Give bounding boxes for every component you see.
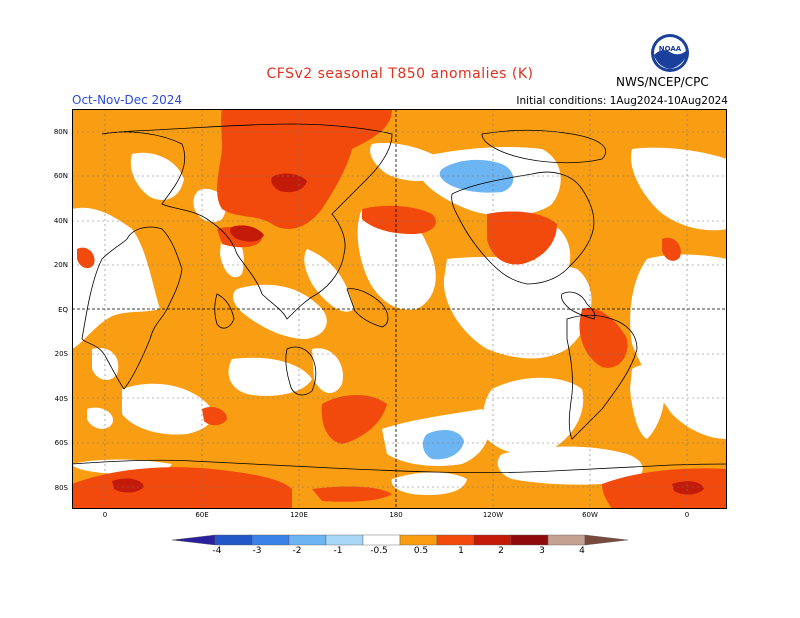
lon-label-180: 180 <box>389 511 403 519</box>
logo-text: NOAA <box>659 45 682 53</box>
colorbar-label: 2 <box>498 546 504 556</box>
agency-label: NWS/NCEP/CPC <box>616 75 709 89</box>
lat-label-80n: 80N <box>53 128 68 136</box>
colorbar-swatch <box>399 534 438 546</box>
coastlines <box>72 123 727 474</box>
season-label: Oct-Nov-Dec 2024 <box>72 93 183 107</box>
colorbar-swatch <box>362 534 401 546</box>
lon-label-0-east: 0 <box>684 511 690 519</box>
lat-label-80s: 80S <box>54 484 68 492</box>
equator-dateline <box>72 109 727 509</box>
colorbar-label: -4 <box>212 546 222 556</box>
very-strong-positive-regions <box>112 173 704 495</box>
colorbar-label: 1 <box>458 546 464 556</box>
colorbar-swatch <box>510 534 549 546</box>
colorbar-label: -0.5 <box>370 546 388 556</box>
anomaly-map <box>72 109 727 509</box>
colorbar-swatch <box>436 534 475 546</box>
initial-conditions: Initial conditions: 1Aug2024-10Aug2024 <box>516 95 728 107</box>
colorbar-swatch <box>288 534 327 546</box>
colorbar-swatch <box>473 534 512 546</box>
lat-label-20n: 20N <box>53 261 68 269</box>
lat-label-20s: 20S <box>54 350 68 358</box>
lat-label-40n: 40N <box>53 217 68 225</box>
colorbar-label: 4 <box>579 546 585 556</box>
colorbar-swatch <box>214 534 253 546</box>
colorbar-label: 0.5 <box>413 546 429 556</box>
map-frame <box>72 109 727 509</box>
lon-label-120w: 120W <box>482 511 504 519</box>
lon-label-0: 0 <box>102 511 108 519</box>
colorbar-swatch <box>171 534 216 546</box>
colorbar-swatch <box>325 534 364 546</box>
lat-label-40s: 40S <box>54 395 68 403</box>
noaa-logo: NOAA <box>650 33 690 73</box>
colorbar-label: -1 <box>333 546 343 556</box>
colorbar-label: -3 <box>252 546 262 556</box>
lon-label-120e: 120E <box>290 511 308 519</box>
negative-anomaly-regions <box>422 159 514 460</box>
lon-label-60w: 60W <box>582 511 598 519</box>
lat-label-eq: EQ <box>58 306 68 314</box>
lon-label-60e: 60E <box>195 511 209 519</box>
lat-label-60n: 60N <box>53 172 68 180</box>
colorbar-swatch <box>547 534 586 546</box>
lat-label-60s: 60S <box>54 439 68 447</box>
colorbar-swatch <box>251 534 290 546</box>
colorbar-label: 3 <box>539 546 545 556</box>
colorbar-swatch <box>584 534 629 546</box>
colorbar-label: -2 <box>292 546 302 556</box>
chart-title: CFSv2 seasonal T850 anomalies (K) <box>266 66 534 82</box>
strong-positive-regions <box>72 109 727 509</box>
colorbar <box>171 534 629 546</box>
